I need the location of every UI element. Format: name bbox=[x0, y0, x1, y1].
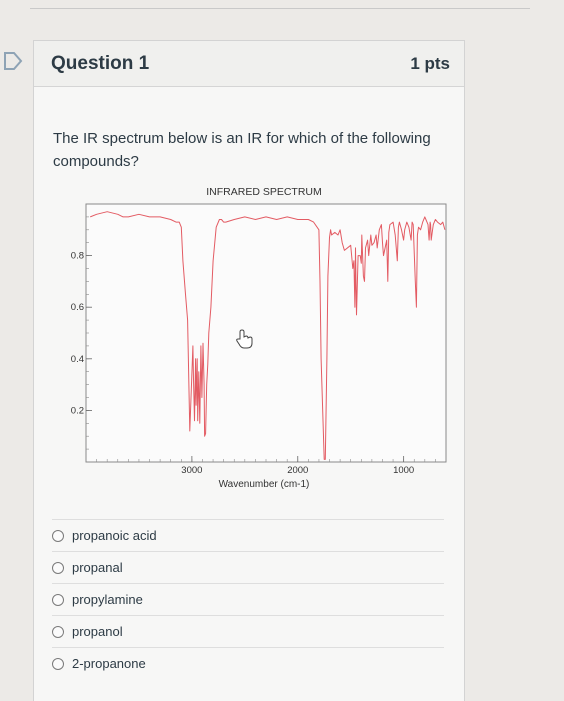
answer-option[interactable]: propanal bbox=[52, 551, 444, 583]
radio-button[interactable] bbox=[52, 657, 64, 670]
radio-button[interactable] bbox=[52, 593, 64, 606]
plot-frame bbox=[85, 203, 447, 463]
answer-label: propanal bbox=[72, 560, 123, 575]
question-points: 1 pts bbox=[410, 53, 450, 73]
answer-option[interactable]: propylamine bbox=[52, 583, 444, 615]
x-tick-label: 2000 bbox=[287, 465, 308, 476]
hand-pointer-icon bbox=[236, 329, 253, 349]
question-text: The IR spectrum below is an IR for which… bbox=[53, 130, 431, 170]
question-title: Question 1 bbox=[51, 52, 150, 74]
question-marker-icon bbox=[4, 52, 23, 70]
question-card: Question 1 1 pts The IR spectrum below i… bbox=[33, 40, 465, 701]
answer-label: propanoic acid bbox=[72, 528, 157, 543]
chart-title: INFRARED SPECTRUM bbox=[206, 186, 322, 198]
spectrum-line bbox=[90, 211, 446, 460]
answer-list: propanoic acid propanal propylamine prop… bbox=[52, 519, 444, 679]
answer-option[interactable]: 2-propanone bbox=[52, 647, 444, 679]
top-divider bbox=[30, 8, 530, 9]
answer-option[interactable]: propanoic acid bbox=[52, 519, 444, 551]
answer-label: propanol bbox=[72, 624, 123, 639]
y-tick-label: 0.2 bbox=[71, 405, 84, 416]
answer-label: 2-propanone bbox=[72, 656, 146, 671]
y-tick-label: 0.8 bbox=[71, 251, 84, 262]
answer-option[interactable]: propanol bbox=[52, 615, 444, 647]
radio-button[interactable] bbox=[52, 561, 64, 574]
x-tick-label: 3000 bbox=[181, 465, 202, 476]
y-tick-label: 0.4 bbox=[71, 354, 84, 365]
y-tick-label: 0.6 bbox=[71, 302, 84, 313]
x-axis-label: Wavenumber (cm-1) bbox=[219, 479, 310, 490]
x-tick-label: 1000 bbox=[393, 465, 414, 476]
answer-label: propylamine bbox=[72, 592, 143, 607]
ir-spectrum-chart: INFRARED SPECTRUM 3000 2000 1000 0.8 0.6 0.4 0… bbox=[71, 186, 447, 490]
chart-axes: 3000 2000 1000 0.8 0.6 0.4 0.2 bbox=[71, 216, 436, 476]
question-header: Question 1 1 pts bbox=[34, 41, 464, 87]
radio-button[interactable] bbox=[52, 529, 64, 542]
radio-button[interactable] bbox=[52, 625, 64, 638]
